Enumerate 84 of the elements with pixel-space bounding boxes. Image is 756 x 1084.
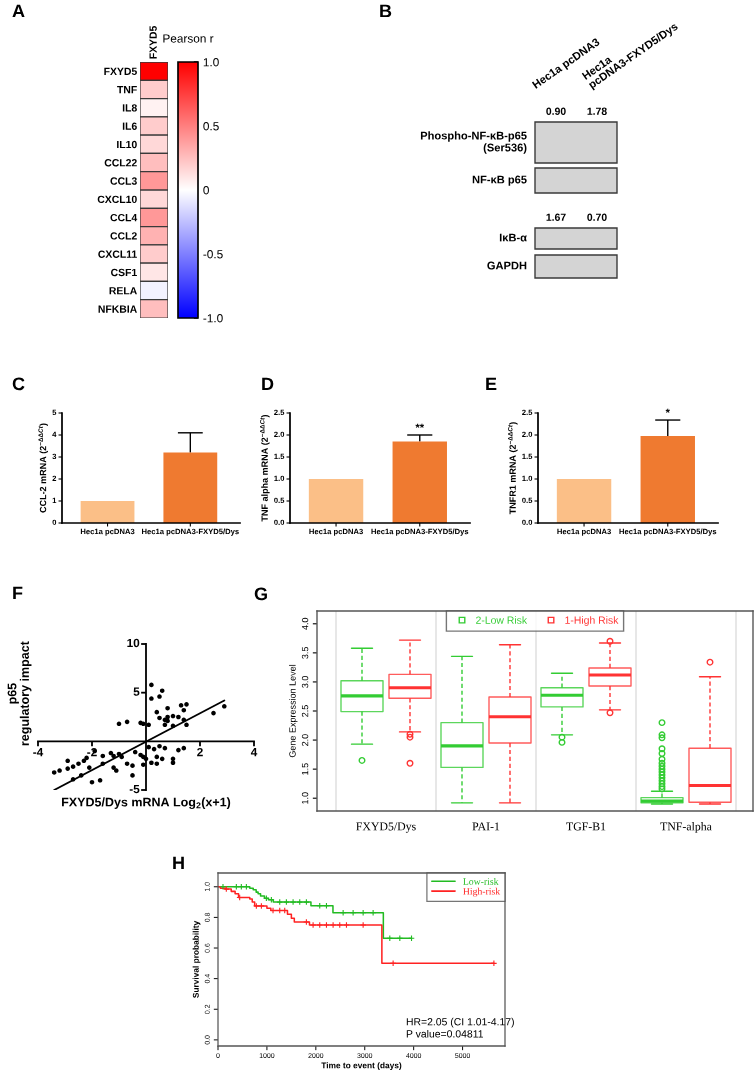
y-tick-label: IL10	[117, 140, 137, 149]
y-tick-label: 4.0	[301, 617, 309, 630]
x-tick-label: PAI-1	[472, 822, 500, 831]
y-tick-label: NFKBIA	[98, 305, 137, 313]
y-axis-title: Survival probability	[192, 920, 201, 998]
x-tick-label: TGF-B1	[566, 822, 606, 831]
point	[289, 898, 297, 906]
point	[316, 902, 324, 910]
category-label: Phospho-NF-κB-p65 (Ser536)	[420, 131, 527, 154]
color-bar-title: Pearson r	[163, 34, 214, 43]
color-bar-label: -0.5	[203, 250, 223, 259]
x-axis-title: FXYD5/Dys mRNA Log$_{2}$(x+1)	[62, 797, 231, 810]
legend-label: 1-High Risk	[565, 616, 619, 626]
category-label: IκB-α	[499, 233, 527, 242]
chart-title: C	[12, 377, 25, 391]
category-label: NF-κB p65	[472, 175, 527, 186]
point	[276, 898, 284, 906]
y-tick-label: RELA	[109, 287, 137, 295]
point	[396, 934, 404, 942]
y-tick-label: CXCL11	[98, 250, 137, 258]
y-tick-label: 2.5	[301, 705, 309, 717]
chart-title: E	[486, 377, 497, 391]
chart-title: A	[12, 4, 25, 18]
y-tick-label: 3.5	[301, 646, 309, 659]
annotation: *	[665, 408, 670, 413]
y-axis-title: p65 regulatory impact	[7, 641, 32, 746]
y-tick-label: CXCL10	[97, 195, 137, 204]
x-tick-label: FXYD5/Dys	[356, 822, 416, 833]
point	[329, 921, 337, 929]
point	[323, 921, 330, 929]
y-tick-label: 1.5	[301, 763, 309, 775]
point	[316, 921, 324, 929]
point	[303, 918, 310, 926]
point	[343, 921, 350, 929]
legend-label: Low-risk	[463, 877, 499, 885]
y-tick-label: CCL4	[110, 213, 138, 222]
y-tick-label: FXYD5	[104, 67, 137, 76]
y-tick-label: 10	[127, 638, 140, 648]
y-tick-label: 2.0	[301, 734, 309, 746]
x-axis-title: Time to event (days)	[321, 1062, 402, 1070]
text: 1.78	[587, 107, 607, 115]
point	[369, 909, 377, 917]
y-tick-label: CCL22	[104, 159, 137, 167]
y-axis-title: TNFR1 mRNA (2$^{−ΔΔCt}$)	[508, 422, 518, 515]
legend-label: 2-Low Risk	[476, 616, 528, 624]
x-tick-label: -4	[33, 748, 44, 757]
chart-title: H	[173, 856, 184, 870]
point	[359, 909, 367, 917]
y-tick-label: CCL2	[110, 232, 137, 240]
chart-title: G	[254, 587, 267, 601]
point	[309, 921, 317, 929]
y-tick-label: 5	[133, 687, 140, 696]
legend-label: High-risk	[463, 887, 501, 897]
y-tick-label: IL6	[122, 122, 137, 130]
y-tick-label: -5	[129, 784, 140, 794]
y-tick-label: TNF	[117, 86, 137, 94]
point	[296, 898, 304, 906]
point	[336, 921, 344, 929]
x-tick-label: 4	[250, 748, 258, 757]
text: 0.90	[546, 107, 566, 115]
y-tick-label: CCL3	[110, 177, 137, 185]
y-tick-label: IL8	[122, 104, 137, 112]
chart-title: D	[262, 377, 274, 391]
y-tick-label: CSF1	[111, 268, 137, 277]
point	[339, 909, 347, 917]
category-label: GAPDH	[487, 261, 527, 270]
y-axis-title: TNF alpha mRNA (2$^{−ΔΔCt}$)	[260, 414, 270, 522]
chart-title: F	[13, 586, 23, 600]
point	[359, 921, 367, 929]
x-tick-label: 2	[197, 747, 203, 757]
text: 0.70	[587, 213, 607, 221]
text: B	[380, 4, 392, 18]
point	[386, 934, 394, 942]
x-tick-label: TNF-alpha	[660, 822, 712, 833]
color-bar-label: -1.0	[203, 314, 223, 323]
y-tick-label: 3.0	[301, 676, 309, 688]
annotation: HR=2.05 (CI 1.01-4.17)	[406, 1017, 514, 1028]
y-axis-title: CCL-2 mRNA (2$^{−ΔΔCt}$)	[38, 423, 48, 513]
annotation: P value=0.04811	[406, 1029, 484, 1038]
y-tick-label: 1.0	[301, 792, 309, 804]
y-axis-title: Gene Expression Level	[289, 664, 298, 758]
text: 1.67	[546, 213, 566, 221]
point	[349, 909, 357, 917]
annotation: **	[415, 423, 425, 428]
